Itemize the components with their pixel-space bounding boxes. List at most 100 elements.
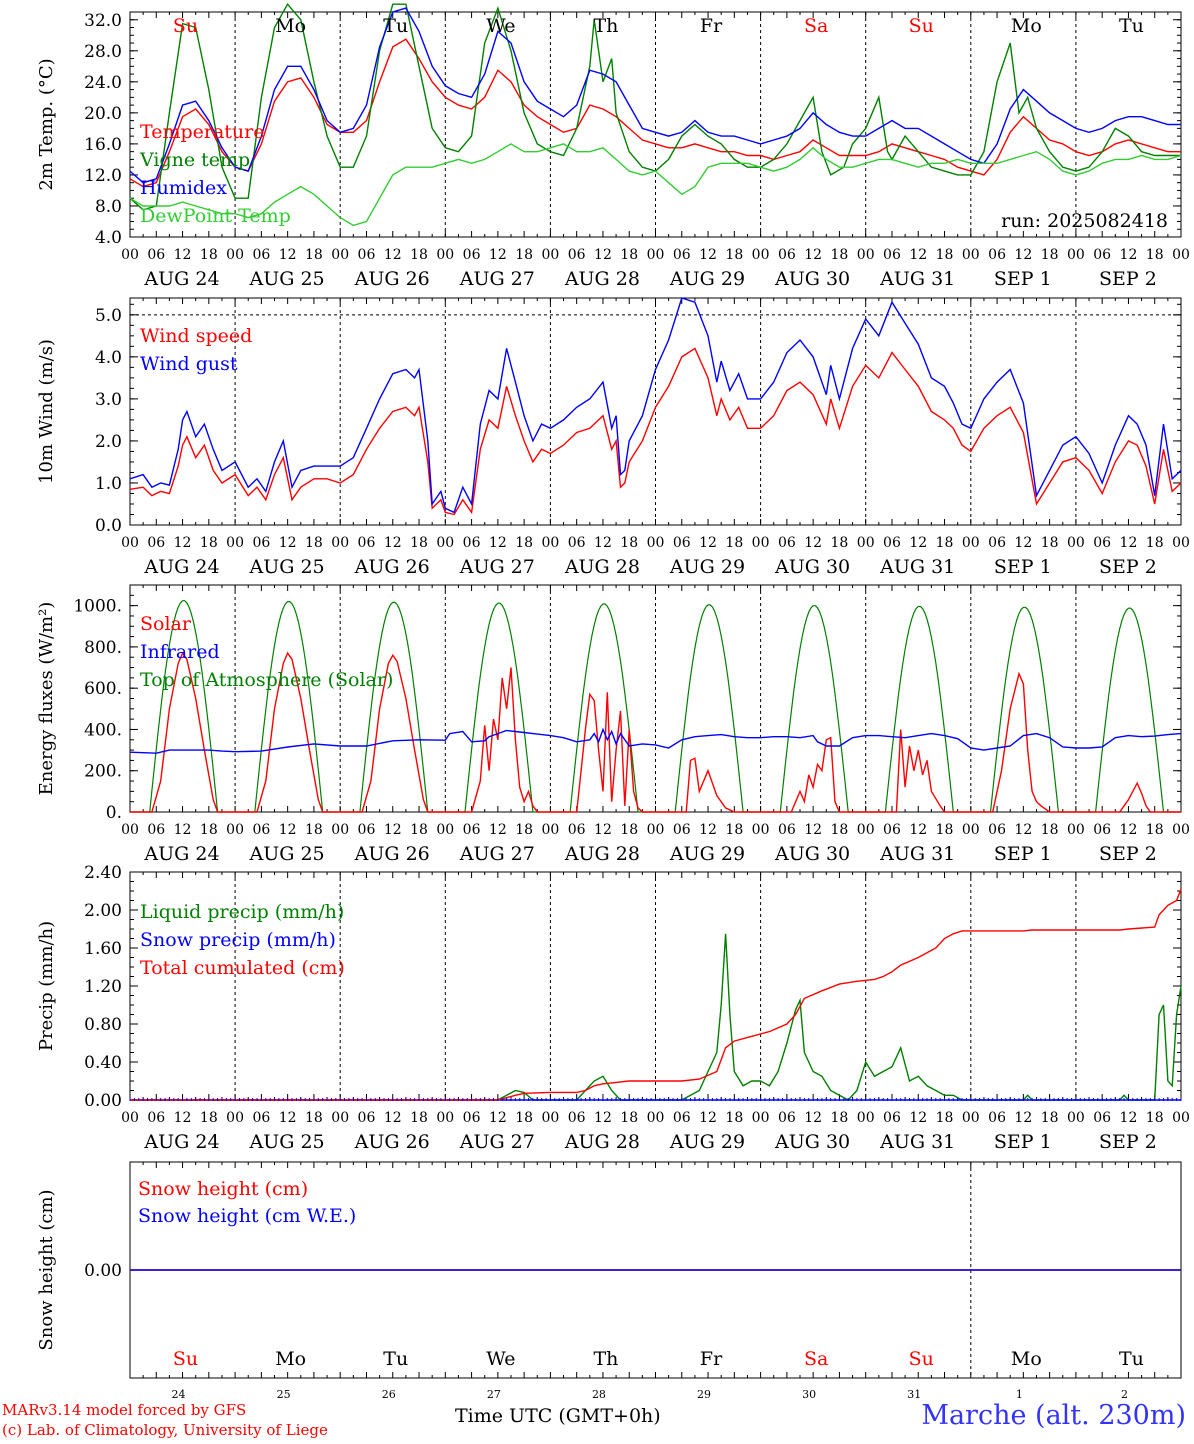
hour-tick-label: 06 <box>568 1110 586 1126</box>
date-label: AUG 28 <box>564 843 640 865</box>
panel-5: 0.00 Snow height (cm) Snow height (cm) Snow… <box>36 1161 1182 1401</box>
hour-tick-label: 00 <box>121 822 139 838</box>
series-line-1 <box>129 38 1181 188</box>
hour-tick-label: 00 <box>331 535 349 551</box>
y-tick-label: 12.0 <box>84 166 122 186</box>
legend-entry: Humidex <box>140 177 227 199</box>
hour-tick-label: 12 <box>804 535 822 551</box>
hour-tick-label: 12 <box>279 247 297 263</box>
hour-tick-label: 06 <box>778 822 796 838</box>
hour-tick-label: 06 <box>988 822 1006 838</box>
y-tick-label: 400. <box>84 720 122 740</box>
weekday-label: Mo <box>275 1348 306 1370</box>
hour-tick-label: 00 <box>226 247 244 263</box>
weekday-label: Su <box>173 15 198 37</box>
y-tick-label: 1.0 <box>95 474 122 494</box>
weekday-label: Su <box>909 1348 934 1370</box>
y-tick-label: 0.80 <box>84 1015 122 1035</box>
hour-tick-label: 12 <box>174 1110 192 1126</box>
hour-tick-label: 00 <box>121 1110 139 1126</box>
y-tick-label: 0.00 <box>84 1091 122 1111</box>
hour-tick-label: 06 <box>778 535 796 551</box>
hour-tick-label: 06 <box>252 1110 270 1126</box>
panel-3: 0. 200. 400. 600. 800. 1000. Energy fluxes (W/… <box>36 584 1190 865</box>
hour-tick-label: 12 <box>594 1110 612 1126</box>
hour-tick-label: 18 <box>831 535 849 551</box>
y-tick-label: 1000. <box>73 597 122 617</box>
hour-tick-label: 00 <box>1067 535 1085 551</box>
date-label: AUG 29 <box>669 1131 745 1153</box>
y-tick-label: 1.20 <box>84 977 122 997</box>
series-line-2 <box>129 2 1181 211</box>
hour-tick-label: 00 <box>857 822 875 838</box>
date-label: AUG 29 <box>669 843 745 865</box>
y-tick-label: 5.0 <box>95 306 122 326</box>
hour-tick-label: 00 <box>1172 822 1190 838</box>
hour-tick-label: 12 <box>1120 822 1138 838</box>
hour-tick-label: 06 <box>988 1110 1006 1126</box>
hour-tick-label: 18 <box>410 535 428 551</box>
hour-tick-label: 00 <box>436 247 454 263</box>
y-tick-label: 8.0 <box>95 197 122 217</box>
hour-tick-label: 00 <box>1067 247 1085 263</box>
date-label: SEP 1 <box>994 268 1052 290</box>
hour-tick-label: 00 <box>962 247 980 263</box>
hour-tick-label: 00 <box>226 822 244 838</box>
y-tick-label: 20.0 <box>84 104 122 124</box>
y-axis-title: Energy fluxes (W/m²) <box>36 602 57 796</box>
hour-tick-label: 18 <box>1041 822 1059 838</box>
weekday-label: Tu <box>1119 1348 1144 1370</box>
legend-entry: Infrared <box>140 641 220 663</box>
hour-tick-label: 18 <box>1041 535 1059 551</box>
hour-tick-label: 12 <box>489 822 507 838</box>
hour-tick-label: 18 <box>1146 247 1164 263</box>
weekday-label: Mo <box>1011 15 1042 37</box>
hour-tick-label: 00 <box>331 822 349 838</box>
weekday-label: Tu <box>383 15 408 37</box>
hour-tick-label: 00 <box>436 822 454 838</box>
date-label: AUG 25 <box>249 843 325 865</box>
hour-tick-label: 12 <box>909 822 927 838</box>
panel-4: 0.00 0.40 0.80 1.20 1.60 2.00 2.40 Precip (mm/h… <box>36 863 1190 1153</box>
lab-credit: (c) Lab. of Climatology, University of L… <box>2 1421 328 1439</box>
date-label: AUG 25 <box>249 556 325 578</box>
hour-tick-label: 12 <box>1120 1110 1138 1126</box>
legend-entry: Top of Atmosphere (Solar) <box>140 669 393 691</box>
station-label: Marche (alt. 230m) <box>921 1400 1186 1431</box>
date-label: AUG 30 <box>774 556 850 578</box>
weekday-label: Sa <box>804 1348 828 1370</box>
hour-tick-label: 18 <box>1041 247 1059 263</box>
weekday-label: Fr <box>700 1348 723 1370</box>
panel-2: 0.0 1.0 2.0 3.0 4.0 5.0 10m Wind (m/s) Wind spe… <box>36 297 1190 578</box>
y-tick-label: 200. <box>84 762 122 782</box>
y-axis-title: 10m Wind (m/s) <box>36 339 57 484</box>
hour-tick-label: 12 <box>1014 247 1032 263</box>
hour-tick-label: 00 <box>647 535 665 551</box>
legend-entry: Snow precip (mm/h) <box>140 929 336 951</box>
hour-tick-label: 00 <box>752 822 770 838</box>
hour-tick-label: 18 <box>620 822 638 838</box>
date-label: AUG 28 <box>564 1131 640 1153</box>
hour-tick-label: 12 <box>1120 247 1138 263</box>
hour-tick-label: 00 <box>226 535 244 551</box>
hour-tick-label: 18 <box>410 822 428 838</box>
hour-tick-label: 06 <box>778 1110 796 1126</box>
hour-tick-label: 18 <box>515 535 533 551</box>
y-tick-label: 32.0 <box>84 11 122 31</box>
y-tick-label: 0.40 <box>84 1053 122 1073</box>
day-number-label: 25 <box>277 1388 291 1401</box>
y-tick-label: 2.00 <box>84 901 122 921</box>
series-line-2 <box>129 727 1182 754</box>
weekday-label: Th <box>593 15 618 37</box>
hour-tick-label: 00 <box>1172 247 1190 263</box>
hour-tick-label: 12 <box>699 822 717 838</box>
day-number-label: 2 <box>1121 1388 1128 1401</box>
hour-tick-label: 00 <box>962 535 980 551</box>
day-number-label: 24 <box>172 1388 186 1401</box>
hour-tick-label: 06 <box>358 1110 376 1126</box>
hour-tick-label: 06 <box>463 247 481 263</box>
series-line-1 <box>129 347 1182 516</box>
hour-tick-label: 06 <box>568 822 586 838</box>
hour-tick-label: 18 <box>725 247 743 263</box>
legend-entry: Solar <box>140 613 192 635</box>
